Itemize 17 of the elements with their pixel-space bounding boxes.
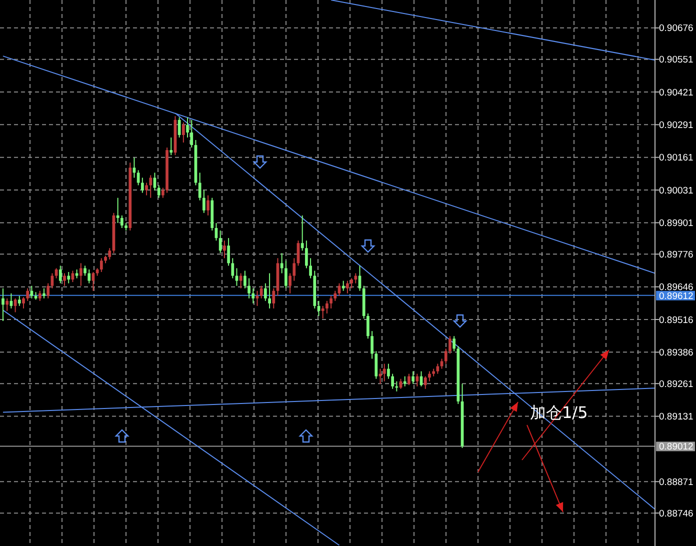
y-tick-label: 0.89261 [659, 378, 694, 390]
y-tick-label: 0.89646 [659, 282, 694, 294]
y-tick-label: 0.90291 [659, 120, 694, 131]
y-tick-label: 0.89516 [659, 314, 694, 326]
ref-line-label: 0.89012 [659, 442, 694, 453]
ref-line-label: 0.89612 [659, 290, 694, 302]
y-tick-label: 0.89776 [659, 249, 694, 260]
y-tick-label: 0.90031 [659, 185, 694, 196]
y-tick-label: 0.90676 [659, 23, 694, 34]
y-tick-label: 0.90551 [659, 54, 694, 66]
y-tick-label: 0.89901 [659, 218, 694, 230]
y-tick-label: 0.90421 [659, 87, 694, 98]
y-tick-label: 0.89131 [659, 412, 694, 423]
y-tick-label: 0.88871 [659, 476, 694, 488]
y-tick-label: 0.88746 [659, 508, 694, 520]
y-tick-label: 0.89386 [659, 347, 694, 358]
y-tick-label: 0.90161 [659, 152, 694, 164]
